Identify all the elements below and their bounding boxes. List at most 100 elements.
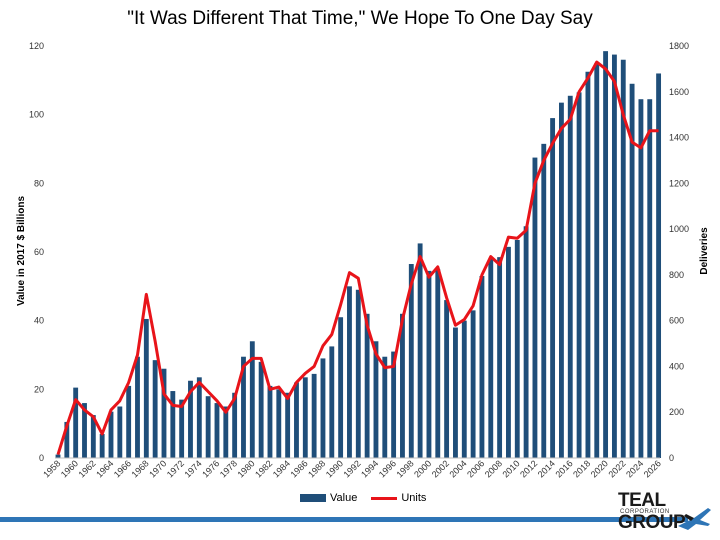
bar-value-1990: [338, 317, 344, 458]
bar-value-1991: [347, 286, 352, 458]
left-tick-label: 60: [34, 247, 44, 257]
bar-value-1997: [400, 313, 405, 458]
footer-stripe: [0, 517, 688, 522]
bar-value-1989: [329, 346, 335, 458]
bar-value-1971: [170, 391, 176, 458]
bar-value-1988: [320, 358, 326, 458]
bar-value-2002: [444, 300, 450, 458]
bar-value-1969: [152, 360, 158, 458]
x-tick-label: 1978: [218, 458, 239, 479]
bar-value-2018: [585, 71, 591, 458]
bar-value-1970: [161, 368, 167, 458]
bar-value-1965: [117, 406, 123, 458]
left-tick-label: 100: [29, 110, 44, 120]
bar-value-1961: [82, 403, 87, 458]
bar-value-1962: [90, 415, 96, 458]
x-tick-label: 1980: [235, 458, 256, 479]
bar-value-1960: [73, 387, 79, 458]
x-tick-label: 1966: [112, 458, 133, 479]
x-tick-label: 1984: [271, 458, 292, 479]
bar-value-2025: [647, 99, 653, 458]
bar-value-2005: [470, 310, 476, 458]
bar-value-2019: [594, 63, 600, 459]
bar-value-1998: [408, 264, 414, 458]
left-tick-label: 80: [34, 178, 44, 188]
bar-value-2009: [506, 246, 511, 458]
bar-value-2024: [638, 99, 644, 458]
bar-value-1979: [241, 356, 246, 458]
units-line: [56, 60, 659, 456]
x-tick-label: 2022: [606, 458, 627, 479]
teal-group-logo: TEAL GROUP CORPORATION: [612, 488, 714, 534]
x-tick-label: 2002: [430, 458, 451, 479]
x-tick-label: 2010: [500, 458, 521, 479]
logo-subtitle: CORPORATION: [620, 509, 670, 515]
legend-item-units: Units: [371, 492, 426, 504]
bar-value-2004: [461, 320, 467, 458]
bar-value-2001: [435, 269, 441, 458]
bar-value-1983: [276, 389, 282, 458]
bar-value-1982: [267, 385, 273, 458]
x-axis-ticks: 1958196019621964196619681970197219741976…: [41, 458, 663, 479]
x-tick-label: 1990: [324, 458, 345, 479]
x-tick-label: 2014: [536, 458, 557, 479]
x-tick-label: 1968: [129, 458, 150, 479]
x-tick-label: 2016: [553, 458, 574, 479]
bar-value-1986: [302, 377, 308, 458]
x-tick-label: 1988: [306, 458, 327, 479]
bar-value-1993: [364, 313, 370, 458]
left-tick-label: 120: [29, 41, 44, 51]
x-tick-label: 2018: [571, 458, 592, 479]
bar-value-2012: [532, 157, 538, 458]
bar-value-2016: [567, 95, 573, 458]
bar-value-1958: [55, 454, 61, 458]
bar-value-1964: [108, 411, 114, 458]
bar-value-2006: [479, 276, 485, 458]
x-tick-label: 1970: [147, 458, 168, 479]
x-tick-label: 2024: [624, 458, 645, 479]
bar-value-1995: [382, 356, 388, 458]
x-tick-label: 1998: [394, 458, 415, 479]
bar-value-1987: [311, 373, 317, 458]
right-axis-ticks: 0 200 400 600 800 1000 1200 1400 1600 1800: [669, 41, 689, 463]
bar-value-1974: [196, 377, 202, 458]
right-tick-label: 200: [669, 407, 684, 417]
x-tick-label: 1994: [359, 458, 380, 479]
bar-value-2000: [426, 270, 432, 458]
bar-value-1999: [417, 243, 423, 458]
x-tick-label: 1982: [253, 458, 274, 479]
right-tick-label: 600: [669, 316, 684, 326]
bar-value-2021: [611, 54, 617, 458]
bar-value-1980: [249, 341, 255, 458]
airplane-logo-icon: [678, 508, 711, 530]
x-tick-label: 1958: [41, 458, 62, 479]
x-tick-label: 1996: [377, 458, 398, 479]
bar-value-2007: [488, 258, 494, 458]
bar-value-2014: [550, 118, 556, 458]
right-tick-label: 1800: [669, 41, 689, 51]
bar-value-2020: [603, 51, 609, 459]
right-tick-label: 1000: [669, 224, 689, 234]
bar-value-2008: [497, 257, 503, 458]
x-tick-label: 1986: [288, 458, 309, 479]
left-tick-label: 20: [34, 384, 44, 394]
x-tick-label: 1972: [165, 458, 186, 479]
bar-value-1973: [188, 380, 193, 458]
right-tick-label: 1400: [669, 133, 689, 143]
x-tick-label: 2026: [642, 458, 663, 479]
bar-value-2003: [453, 327, 458, 458]
legend-label-units: Units: [401, 492, 427, 504]
units-series-line: [56, 60, 659, 456]
bar-value-2015: [559, 102, 564, 459]
bar-value-2013: [541, 143, 547, 458]
bar-value-1963: [99, 433, 105, 458]
x-tick-label: 2006: [465, 458, 486, 479]
bar-value-1966: [126, 385, 132, 458]
bar-value-1975: [205, 396, 211, 458]
bar-value-1967: [135, 356, 140, 458]
bar-value-2026: [656, 73, 662, 458]
x-tick-label: 2008: [483, 458, 504, 479]
legend-item-value: Value: [300, 492, 357, 504]
bar-value-1978: [232, 392, 238, 458]
